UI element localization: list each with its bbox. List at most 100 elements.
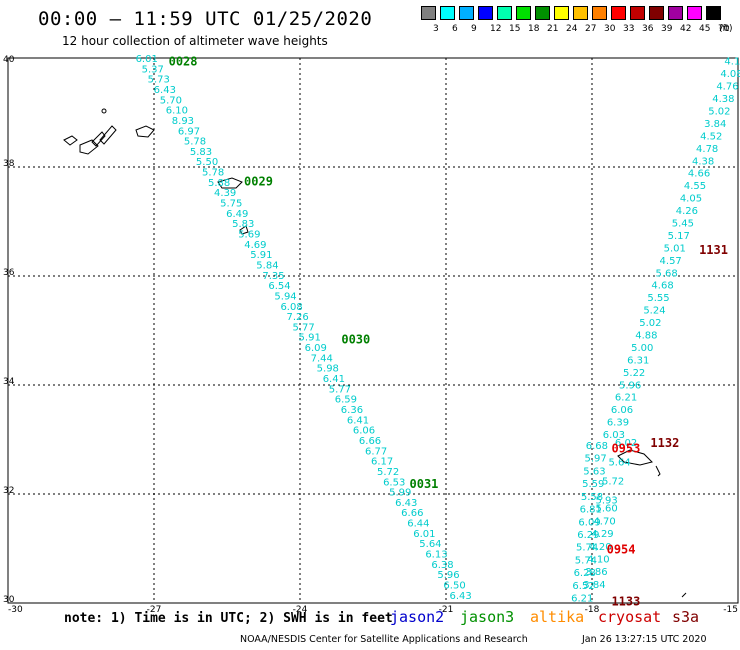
- satellite-label-altika: altika: [530, 608, 585, 626]
- footer-timestamp: Jan 26 13:27:15 UTC 2020: [582, 634, 707, 645]
- swh-value: 5.64: [608, 457, 630, 468]
- swh-value: 8.93: [172, 116, 194, 127]
- swh-value: 5.00: [631, 343, 653, 354]
- time-label: 0030: [341, 333, 370, 347]
- swh-value: 6.08: [280, 302, 302, 313]
- swh-value: 4.76: [716, 82, 738, 93]
- legend-unit-label: (ft): [719, 24, 733, 34]
- swh-value: 6.06: [353, 426, 375, 437]
- swh-value: 6.43: [395, 498, 417, 509]
- time-label: 0953: [611, 442, 640, 456]
- swh-value: 7.44: [311, 353, 333, 364]
- legend-value-label: 39: [661, 24, 673, 34]
- swh-value: 6.38: [431, 560, 453, 571]
- swh-value: 6.17: [371, 457, 393, 468]
- time-label: 1133: [611, 594, 640, 608]
- y-tick-label: 36: [3, 268, 15, 278]
- time-label: 1131: [699, 243, 728, 257]
- swh-value: 5.02: [639, 318, 661, 329]
- swh-value: 5.55: [647, 293, 669, 304]
- island-outline: [101, 108, 107, 114]
- swh-value: 4.10: [587, 554, 609, 565]
- swh-value: 5.91: [250, 250, 272, 261]
- swh-value: 5.37: [142, 64, 164, 75]
- time-label: 0954: [607, 543, 636, 557]
- swh-value: 3.84: [583, 580, 605, 591]
- legend-swatch: [497, 6, 512, 20]
- swh-value: 6.01: [413, 529, 435, 540]
- swh-value: 6.66: [401, 508, 423, 519]
- swh-value: 4.29: [591, 529, 613, 540]
- swh-value: 6.81: [580, 505, 602, 516]
- swh-value: 6.06: [611, 405, 633, 416]
- island-outline: [99, 125, 117, 145]
- swh-value: 6.10: [166, 106, 188, 117]
- swh-value: 5.96: [437, 570, 459, 581]
- swh-value: 4.55: [684, 181, 706, 192]
- y-tick-label: 40: [3, 55, 15, 65]
- swh-value: 6.09: [305, 343, 327, 354]
- x-tick-label: -18: [585, 605, 600, 615]
- legend-value-label: 9: [471, 24, 477, 34]
- time-label: 0029: [244, 175, 273, 189]
- swh-value: 7.35: [262, 271, 284, 282]
- island-outline: [681, 592, 687, 598]
- legend-swatch: [573, 6, 588, 20]
- island-outline: [79, 139, 99, 155]
- swh-value: 6.41: [323, 374, 345, 385]
- legend-swatch: [687, 6, 702, 20]
- legend-value-label: 45: [699, 24, 711, 34]
- swh-value: 6.49: [226, 209, 248, 220]
- swh-value: 5.59: [582, 479, 604, 490]
- swh-value: 3.86: [585, 567, 607, 578]
- legend-value-label: 21: [547, 24, 559, 34]
- swh-value: 5.93: [595, 495, 617, 506]
- y-tick-label: 38: [3, 159, 15, 169]
- swh-value: 4.38: [692, 156, 714, 167]
- island-outline: [239, 225, 249, 235]
- time-label: 0031: [410, 477, 439, 491]
- swh-value: 4.38: [712, 94, 734, 105]
- swh-value: 6.09: [578, 517, 600, 528]
- swh-value: 5.70: [160, 95, 182, 106]
- legend-swatch: [516, 6, 531, 20]
- swh-value: 5.22: [623, 368, 645, 379]
- swh-value: 6.44: [407, 519, 429, 530]
- chart-title: 00:00 – 11:59 UTC 01/25/2020: [38, 8, 373, 30]
- swh-value: 6.59: [335, 395, 357, 406]
- swh-value: 6.41: [347, 415, 369, 426]
- legend-swatch: [421, 6, 436, 20]
- legend-swatch: [706, 6, 721, 20]
- island-outline: [135, 125, 155, 138]
- swh-value: 5.64: [419, 539, 441, 550]
- swh-value: 6.02: [615, 438, 637, 449]
- swh-value: 5.98: [317, 364, 339, 375]
- legend-swatch: [478, 6, 493, 20]
- legend-value-label: 30: [604, 24, 616, 34]
- swh-value: 6.29: [577, 530, 599, 541]
- swh-value: 6.43: [154, 85, 176, 96]
- legend-value-label: 15: [509, 24, 521, 34]
- island-outline: [655, 465, 661, 477]
- swh-value: 5.24: [643, 306, 665, 317]
- swh-value: 5.99: [389, 488, 411, 499]
- swh-value: 4.70: [593, 516, 615, 527]
- swh-value: 6.39: [607, 418, 629, 429]
- swh-value: 6.36: [341, 405, 363, 416]
- x-tick-label: -24: [293, 605, 308, 615]
- swh-value: 4.39: [214, 188, 236, 199]
- legend-value-label: 70: [718, 24, 730, 34]
- swh-value: 6.50: [443, 581, 465, 592]
- swh-value: 4.52: [700, 131, 722, 142]
- legend-value-label: 27: [585, 24, 597, 34]
- swh-value: 5.83: [232, 219, 254, 230]
- swh-value: 5.91: [299, 333, 321, 344]
- swh-value: 5.74: [576, 543, 598, 554]
- legend-swatch: [668, 6, 683, 20]
- footnote: note: 1) Time is in UTC; 2) SWH is in fe…: [64, 611, 393, 626]
- swh-value: 6.77: [365, 446, 387, 457]
- legend-value-label: 12: [490, 24, 502, 34]
- swh-value: 7.26: [286, 312, 308, 323]
- legend-value-label: 6: [452, 24, 458, 34]
